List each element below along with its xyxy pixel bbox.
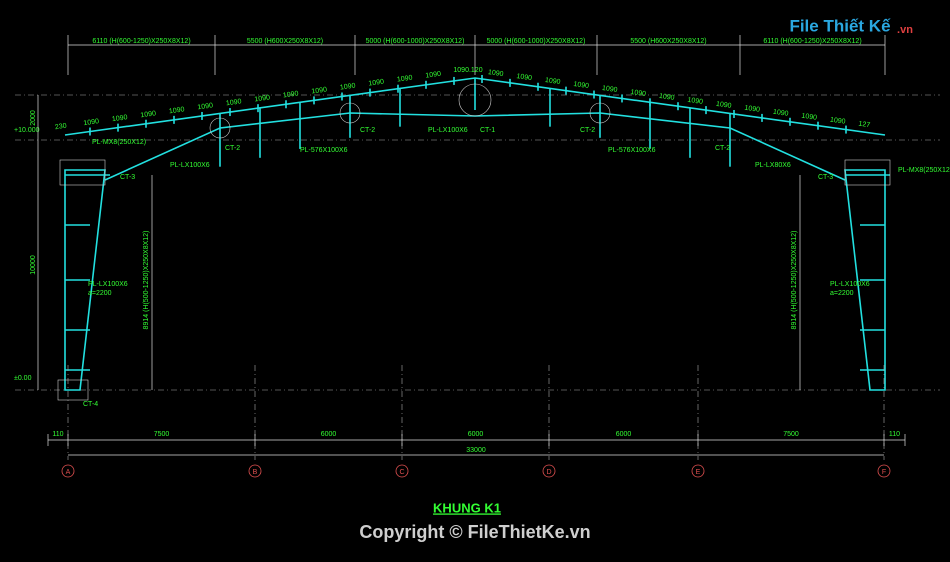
spacing-label: 1090.120 [453,67,482,74]
spacing-label: 1090 [226,98,243,107]
axis-bubble [61,464,75,478]
dim-label: 7500 [783,431,799,438]
drawing-title: KHUNG K1 [433,500,501,515]
axis-bubble [877,464,891,478]
detail-box [59,159,106,186]
spacing-label: 1090 [829,117,846,126]
axis-label: F [882,469,886,476]
dim-label: 2000 [30,110,37,126]
spacing-label: 1090 [425,71,442,80]
dim-label: 6000 [321,431,337,438]
spacing-label: 1090 [368,78,385,87]
spacing-label: 1090 [573,81,590,90]
member-label: PL-MX8(250X12) [898,167,950,174]
member-label: PL-LX100X6 [170,162,210,169]
detail-mark [339,102,361,124]
spacing-label: 1090 [169,106,186,115]
spacing-label: 127 [858,121,871,130]
copyright: Copyright © FileThietKe.vn [359,522,590,542]
column-section: 8914 (H(500-1250)X250X8X12) [143,231,150,330]
column-plate: PL-LX100X6 [88,281,128,288]
axis-label: C [399,469,404,476]
spacing-label: 1090 [311,86,328,95]
spacing-label: 1090 [715,101,732,110]
spacing-label: 1090 [601,85,618,94]
member-label: CT-2 [225,145,240,152]
column [844,169,886,391]
member-label: PL-LX100X6 [428,127,468,134]
dim-label: 110 [52,431,63,438]
spacing-label: 230 [55,123,68,132]
dim-label: 5000 (H(600-1000)X250X8X12) [366,38,465,45]
axis-bubble [395,464,409,478]
dim-label: 10000 [30,255,37,275]
level-label: +10.000 [14,127,40,134]
member-label: PL-LX80X6 [755,162,791,169]
spacing-label: 1090 [197,102,214,111]
axis-label: D [546,469,551,476]
spacing-label: 1090 [340,82,357,91]
spacing-label: 1090 [687,97,704,106]
spacing-label: 1090 [283,90,300,99]
dim-label: 5500 (H600X250X8X12) [630,38,706,45]
member-label: PL-576X100X6 [608,147,656,154]
member-label: CT-1 [480,127,495,134]
level-label: ±0.00 [14,375,32,382]
dim-label: 6110 (H(600-1250)X250X8X12) [763,38,861,45]
spacing-label: 1090 [516,73,533,82]
dim-label: 6000 [616,431,632,438]
detail-box [57,379,89,401]
axis-bubble [542,464,556,478]
dim-label: 110 [889,431,900,438]
axis-label: B [253,469,258,476]
column [64,169,106,391]
spacing-label: 1090 [544,77,561,86]
member-label: CT-4 [83,401,98,408]
member-label: PL-576X100X6 [300,147,348,154]
detail-mark [458,83,492,117]
column-section: 8914 (H(500-1250)X250X8X12) [791,231,798,330]
member-label: CT-2 [360,127,375,134]
member-label: CT-3 [818,174,833,181]
spacing-label: 1090 [801,113,818,122]
column-spacing: a=2200 [88,290,112,297]
dim-label: 5500 (H600X250X8X12) [247,38,323,45]
axis-label: E [696,469,701,476]
spacing-label: 1090 [140,110,157,119]
member-label: CT-2 [580,127,595,134]
axis-bubble [248,464,262,478]
member-label: CT-3 [120,174,135,181]
spacing-label: 1090 [487,69,504,78]
dim-label: 7500 [154,431,170,438]
dim-label: 6110 (H(600-1250)X250X8X12) [92,38,190,45]
spacing-label: 1090 [254,94,271,103]
dim-label: 33000 [466,447,486,454]
column-spacing: a=2200 [830,290,854,297]
spacing-label: 1090 [658,93,675,102]
spacing-label: 1090 [83,118,100,127]
spacing-label: 1090 [630,89,647,98]
detail-mark [209,117,231,139]
member-label: CT-2 [715,145,730,152]
spacing-label: 1090 [772,109,789,118]
dim-label: 6000 [468,431,484,438]
spacing-label: 1090 [397,75,414,84]
spacing-label: 1090 [744,105,761,114]
spacing-label: 1090 [112,114,129,123]
column-plate: PL-LX100X6 [830,281,870,288]
logo-suffix: .vn [897,24,913,36]
axis-bubble [691,464,705,478]
detail-box [844,159,891,186]
axis-label: A [66,469,71,476]
logo-name: File Thiết Kế [789,16,891,35]
dim-label: 5000 (H(600-1000)X250X8X12) [487,38,586,45]
detail-mark [589,102,611,124]
member-label: PL-MX8(250X12) [92,139,146,146]
